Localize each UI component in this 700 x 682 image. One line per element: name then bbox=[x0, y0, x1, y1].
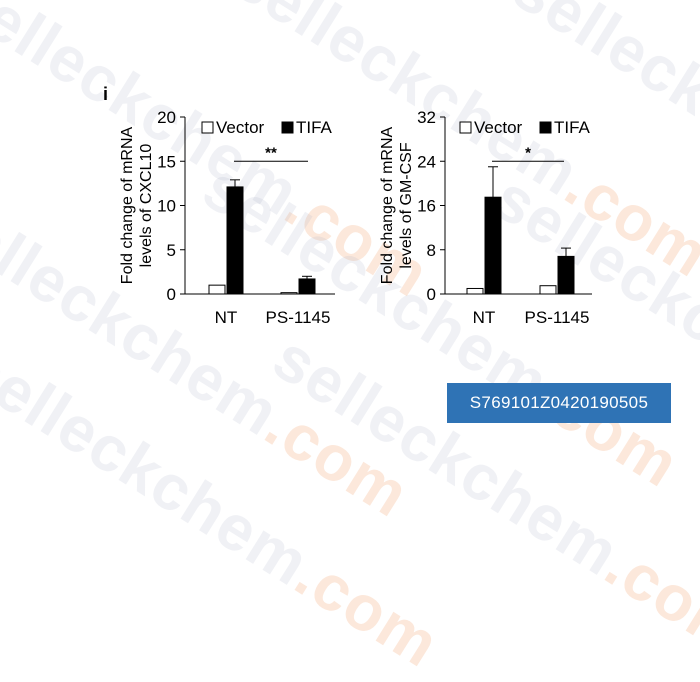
bar-vector-ps-1145 bbox=[280, 292, 298, 295]
y-axis-label-line: Fold change of mRNA bbox=[119, 126, 136, 284]
x-tick-label: PS-1145 bbox=[525, 308, 590, 327]
significance-label: ** bbox=[265, 144, 277, 161]
legend-swatch-tifa bbox=[539, 121, 552, 134]
y-tick-label: 8 bbox=[427, 241, 436, 260]
bar-tifa-nt bbox=[226, 186, 244, 295]
y-axis-label-line: levels of CXCL10 bbox=[138, 144, 155, 268]
y-tick-label: 20 bbox=[157, 108, 176, 127]
y-tick-label: 24 bbox=[417, 152, 436, 171]
x-tick-label: NT bbox=[215, 308, 238, 327]
y-tick-label: 15 bbox=[157, 152, 176, 171]
bar-vector-ps-1145 bbox=[539, 285, 557, 295]
figure-svg: i Fold change of mRNA levels of CXCL10051… bbox=[103, 84, 592, 327]
bar-tifa-nt bbox=[484, 196, 502, 295]
y-tick-label: 32 bbox=[417, 108, 436, 127]
x-tick-label: PS-1145 bbox=[266, 308, 331, 327]
y-tick-label: 16 bbox=[417, 197, 436, 216]
legend-label-tifa: TIFA bbox=[554, 118, 591, 137]
bar-vector-nt bbox=[208, 284, 226, 295]
y-axis-label-line: Fold change of mRNA bbox=[379, 126, 396, 284]
panel-label: i bbox=[103, 84, 108, 104]
legend-swatch-vector bbox=[459, 121, 472, 134]
legend-label-tifa: TIFA bbox=[296, 118, 333, 137]
legend-swatch-vector bbox=[201, 121, 214, 134]
image-id-badge: S769101Z0420190505 bbox=[447, 383, 671, 423]
bar-tifa-ps-1145 bbox=[298, 278, 316, 295]
bar-tifa-ps-1145 bbox=[557, 255, 575, 295]
y-tick-label: 0 bbox=[427, 285, 436, 304]
bar-vector-nt bbox=[466, 287, 484, 295]
x-tick-label: NT bbox=[473, 308, 496, 327]
legend-label-vector: Vector bbox=[216, 118, 265, 137]
y-tick-label: 0 bbox=[167, 285, 176, 304]
y-tick-label: 10 bbox=[157, 197, 176, 216]
chart-cxcl10: Fold change of mRNA levels of CXCL10 0 5 10 1… bbox=[119, 108, 335, 327]
legend-swatch-tifa bbox=[281, 121, 294, 134]
significance-label: * bbox=[525, 144, 531, 161]
legend-label-vector: Vector bbox=[474, 118, 523, 137]
chart-gm-csf: Fold change of mRNA levels of GM-CSF 0 8 16 2… bbox=[379, 108, 592, 327]
y-axis-label-line: levels of GM-CSF bbox=[398, 142, 415, 268]
y-tick-label: 5 bbox=[167, 241, 176, 260]
